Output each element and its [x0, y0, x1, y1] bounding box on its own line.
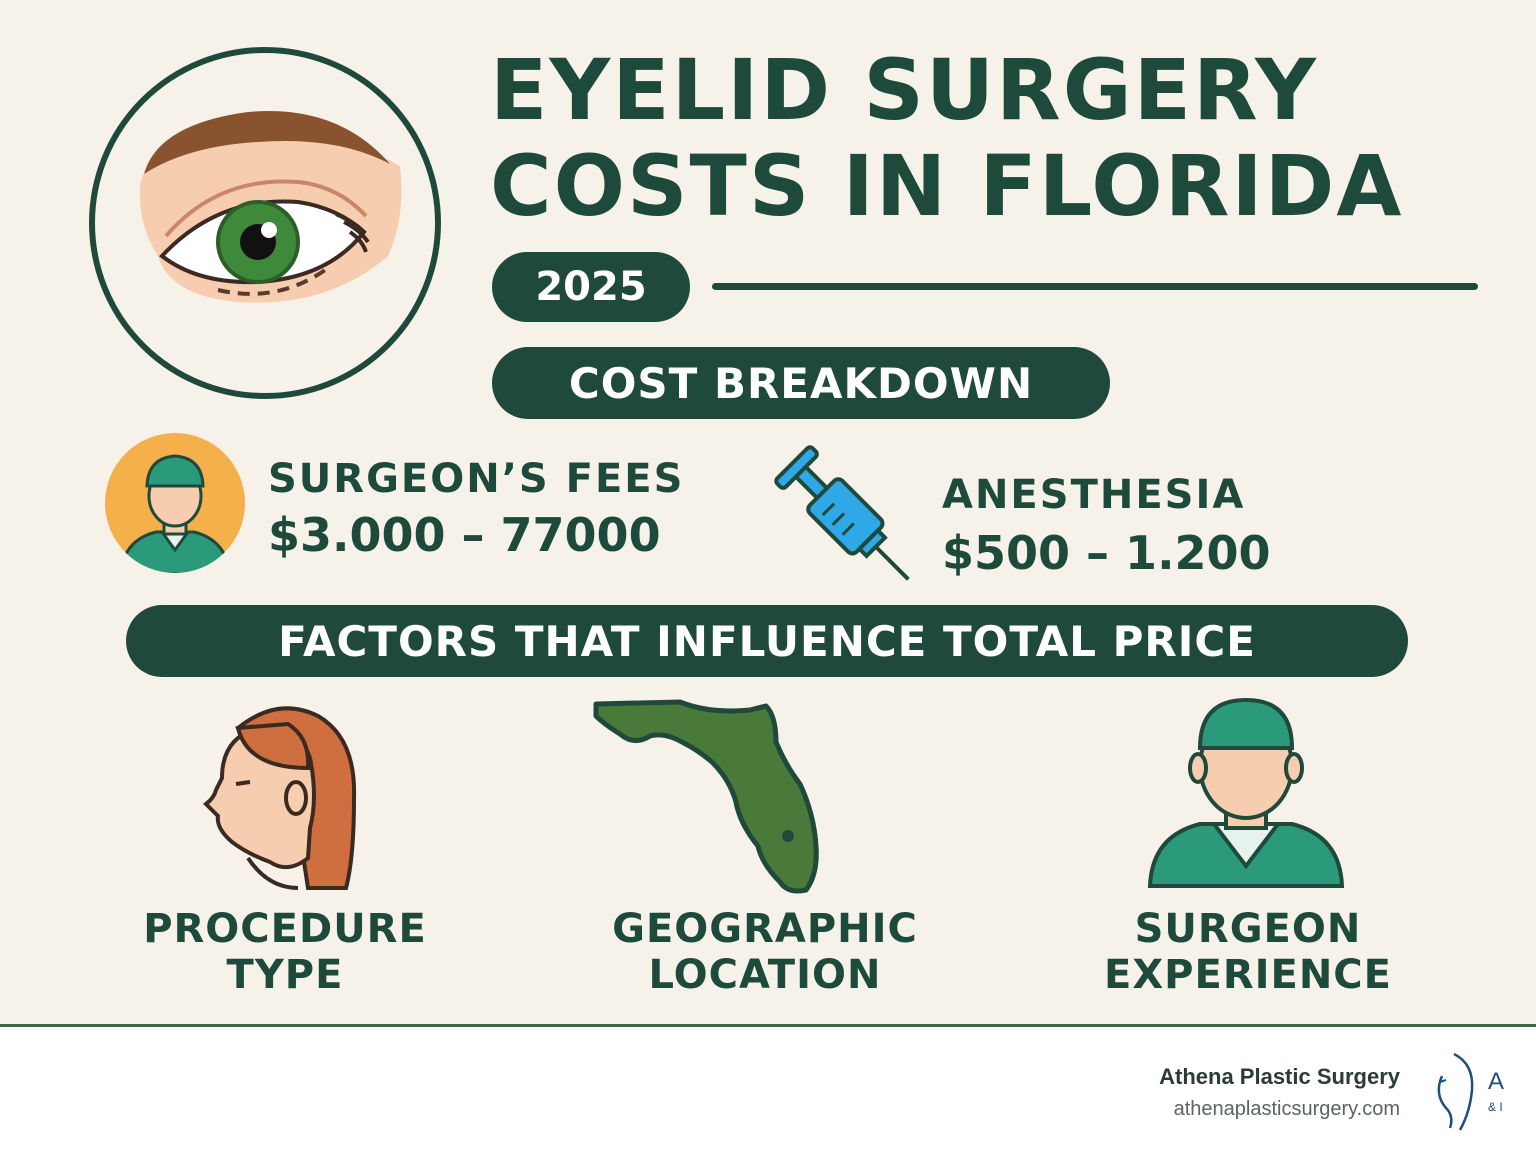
cost-breakdown-banner: COST BREAKDOWN	[492, 347, 1110, 419]
factors-banner: FACTORS THAT INFLUENCE TOTAL PRICE	[126, 605, 1408, 677]
title-line-2: COSTS IN FLORIDA	[490, 137, 1404, 235]
anesthesia-label: ANESTHESIA	[942, 472, 1246, 518]
footer	[0, 1024, 1536, 1154]
logo-face-icon	[1437, 1052, 1474, 1131]
footer-brand: Athena Plastic Surgery	[1159, 1064, 1400, 1089]
syringe-icon	[774, 445, 910, 581]
surgeon-fees-value: $3.000 – 77000	[268, 508, 661, 562]
factor-geographic-location: GEOGRAPHIC LOCATION	[612, 906, 918, 998]
woman-profile-icon	[202, 706, 357, 890]
logo-letter: A	[1488, 1068, 1505, 1095]
footer-url[interactable]: athenaplasticsurgery.com	[1173, 1098, 1400, 1120]
factor-surgeon-experience: SURGEON EXPERIENCE	[1104, 906, 1392, 998]
logo-sub: & I	[1488, 1100, 1503, 1114]
surgeon-fees-label: SURGEON’S FEES	[268, 456, 685, 502]
eye-illustration-icon	[89, 47, 441, 399]
divider-line	[712, 283, 1478, 290]
surgeon-avatar-icon	[105, 433, 245, 573]
year-badge: 2025	[492, 252, 690, 322]
florida-map-icon	[593, 699, 819, 894]
anesthesia-value: $500 – 1.200	[942, 526, 1271, 580]
title-line-1: EYELID SURGERY	[490, 41, 1318, 139]
factor-procedure-type: PROCEDURE TYPE	[143, 906, 427, 998]
page-title: EYELID SURGERY COSTS IN FLORIDA	[490, 42, 1510, 234]
surgeon-icon	[1147, 697, 1345, 888]
